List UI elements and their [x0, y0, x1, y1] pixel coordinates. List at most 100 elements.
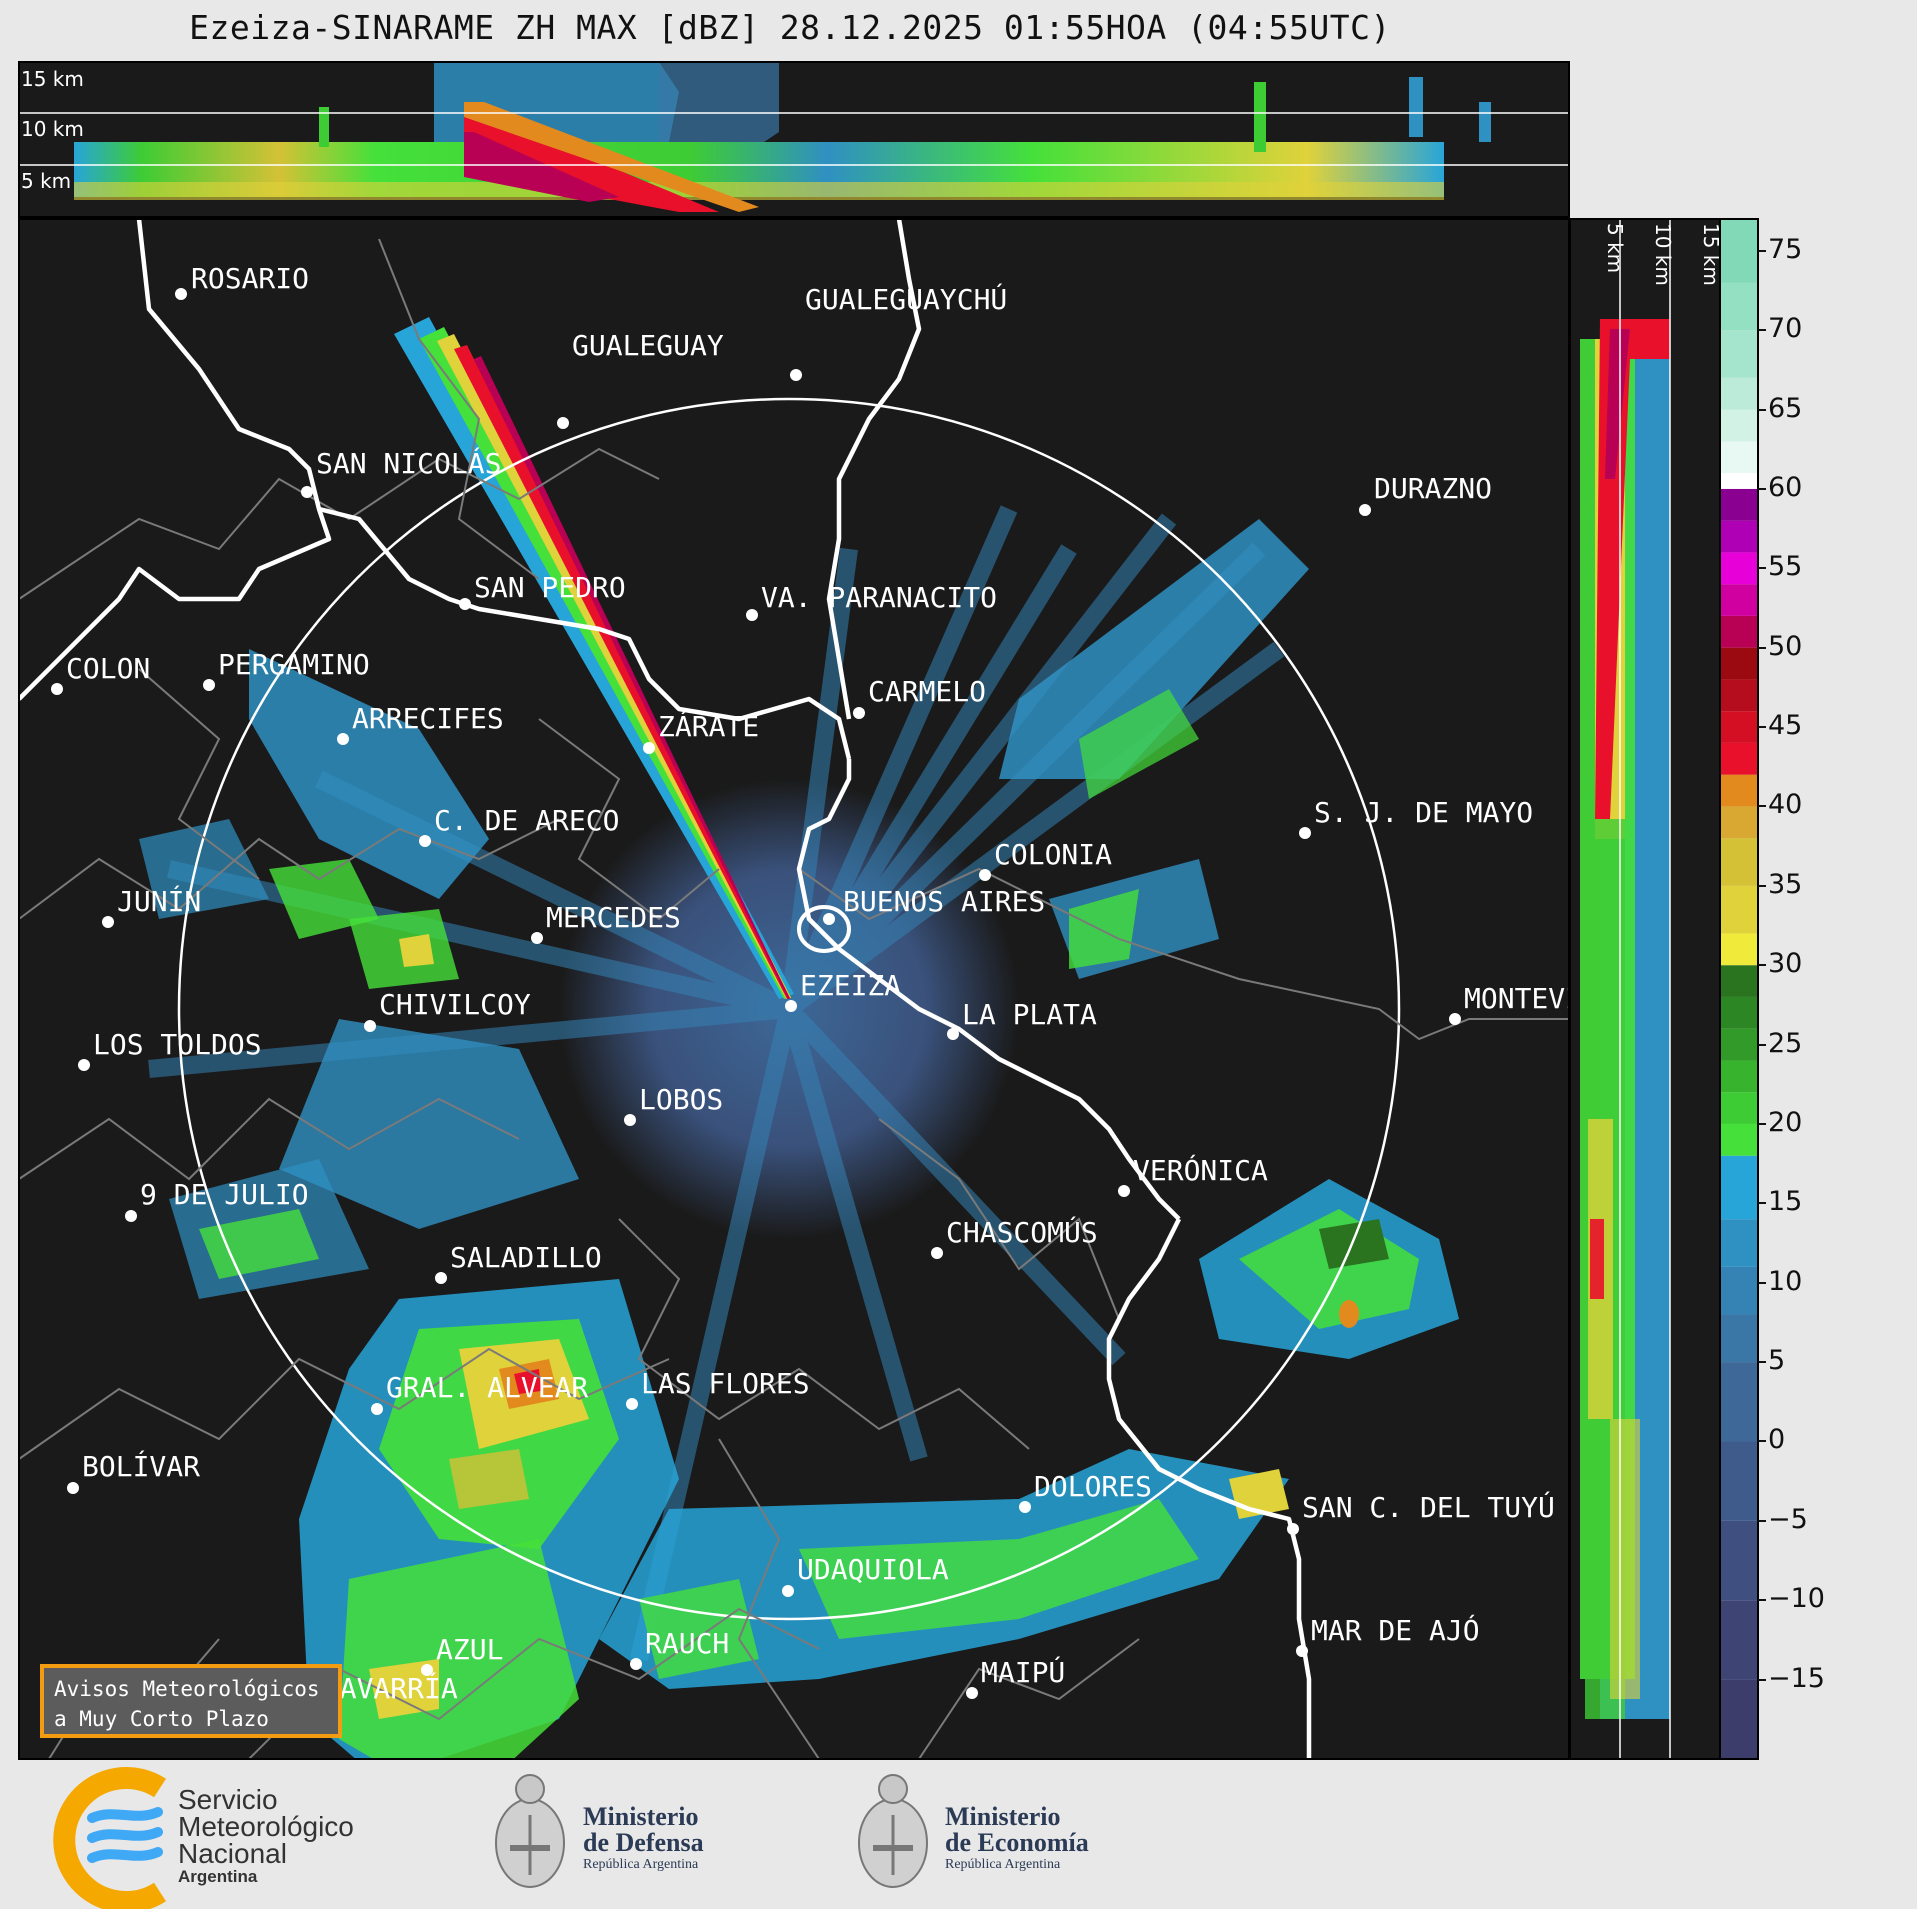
colorbar-band-4	[1720, 1362, 1758, 1442]
city-label-arrecifes: ARRECIFES	[352, 702, 504, 735]
colorbar-tick-label: 70	[1768, 313, 1803, 345]
city-dot-durazno	[1359, 504, 1371, 516]
city-label-maipu: MAIPÚ	[981, 1655, 1065, 1689]
colorbar-tick-label: 60	[1768, 471, 1803, 503]
top-height-label-10km: 10 km	[21, 117, 84, 141]
city-label-udaquiola: UDAQUIOLA	[797, 1553, 949, 1586]
colorbar-band-16	[1720, 885, 1758, 934]
colorbar-band-35	[1720, 219, 1758, 283]
radar-map-panel[interactable]: ROSARIO GUALEGUAYCHÚ GUALEGUAY SAN NICOL…	[19, 219, 1569, 1759]
city-dot-bolivar	[67, 1482, 79, 1494]
city-dot-colon	[51, 683, 63, 695]
colorbar-band-28	[1720, 488, 1758, 521]
colorbar-tick-mark	[1758, 1361, 1766, 1364]
city-dot-mercedes	[531, 932, 543, 944]
colorbar-tick-label: 75	[1768, 233, 1803, 265]
city-label-colon: COLON	[66, 652, 150, 685]
colorbar-band-10	[1720, 1092, 1758, 1124]
top-height-label-15km: 15 km	[21, 67, 84, 91]
city-label-chascomus: CHASCOMÚS	[946, 1215, 1098, 1249]
city-dot-montevideo	[1449, 1013, 1461, 1025]
colorbar-tick-label: 65	[1768, 392, 1803, 424]
city-label-lobos: LOBOS	[639, 1083, 723, 1116]
city-label-gualeguay: GUALEGUAY	[572, 329, 724, 362]
city-dot-pergamino	[203, 679, 215, 691]
city-dot-la-plata	[947, 1028, 959, 1040]
colorbar-tick-mark	[1758, 1281, 1766, 1284]
colorbar-tick-label: −5	[1768, 1503, 1808, 1535]
colorbar-band-20	[1720, 742, 1758, 775]
colorbar-tick-mark	[1758, 1122, 1766, 1125]
top-height-label-5km: 5 km	[21, 169, 71, 193]
radar-map-svg: ROSARIO GUALEGUAYCHÚ GUALEGUAY SAN NICOL…	[19, 219, 1569, 1759]
city-label-colonia: COLONIA	[994, 838, 1112, 871]
colorbar-band-26	[1720, 552, 1758, 585]
city-label-montevideo: MONTEVIDEO	[1464, 982, 1569, 1015]
city-dot-san-nicolas	[301, 486, 313, 498]
city-dot-9-de-julio	[125, 1210, 137, 1222]
city-dot-rosario	[175, 288, 187, 300]
colorbar-band-22	[1720, 679, 1758, 712]
colorbar-band-8	[1720, 1155, 1758, 1220]
city-dot-udaquiola	[782, 1585, 794, 1597]
city-dot-lobos	[624, 1114, 636, 1126]
colorbar-band-32	[1720, 377, 1758, 410]
city-label-pergamino: PERGAMINO	[218, 648, 370, 681]
colorbar-tick-mark	[1758, 805, 1766, 808]
colorbar-tick-mark	[1758, 1599, 1766, 1602]
city-dot-las-flores	[626, 1398, 638, 1410]
colorbar-band-11	[1720, 1060, 1758, 1093]
colorbar-band-3	[1720, 1441, 1758, 1521]
city-dot-gral-alvear	[371, 1403, 383, 1415]
defensa-line-3: República Argentina	[583, 1857, 699, 1872]
city-dot-maipu	[966, 1687, 978, 1699]
city-label-buenos-aires: BUENOS AIRES	[843, 885, 1045, 918]
city-dot-san-pedro	[459, 598, 471, 610]
city-dot-los-toldos	[78, 1059, 90, 1071]
city-label-rauch: RAUCH	[645, 1627, 729, 1660]
city-label-durazno: DURAZNO	[1374, 472, 1492, 505]
echo-cluster-southwest	[299, 1279, 679, 1759]
colorbar-tick-label: −10	[1768, 1583, 1825, 1615]
echo-cluster-northeast	[999, 519, 1309, 979]
colorbar-band-9	[1720, 1123, 1758, 1156]
colorbar-tick-label: 45	[1768, 710, 1803, 742]
city-dot-chascomus	[931, 1247, 943, 1259]
colorbar-band-33	[1720, 330, 1758, 378]
colorbar-tick-label: 55	[1768, 551, 1803, 583]
top-cross-section-panel: 15 km 10 km 5 km	[19, 62, 1569, 217]
city-label-chivilcoy: CHIVILCOY	[379, 988, 531, 1021]
colorbar-band-24	[1720, 615, 1758, 648]
colorbar-band-19	[1720, 774, 1758, 807]
city-label-zarate: ZÁRATE	[658, 709, 759, 743]
colorbar-tick-label: 5	[1768, 1345, 1786, 1377]
city-label-gualeguaychu: GUALEGUAYCHÚ	[805, 282, 1007, 316]
colorbar-band-34	[1720, 282, 1758, 331]
city-label-c-de-areco: C. DE ARECO	[434, 804, 619, 837]
colorbar-tick-label: −15	[1768, 1662, 1825, 1694]
colorbar-tick-mark	[1758, 249, 1766, 252]
city-label-las-flores: LAS FLORES	[641, 1367, 810, 1400]
colorbar-band-30	[1720, 441, 1758, 474]
smn-line-4: Argentina	[178, 1867, 258, 1886]
colorbar-band-0	[1720, 1679, 1758, 1759]
top-cross-section-svg: 15 km 10 km 5 km	[19, 62, 1569, 212]
city-dot-buenos-aires	[823, 913, 835, 925]
colorbar-tick-mark	[1758, 884, 1766, 887]
city-label-mar-de-ajo: MAR DE AJÓ	[1311, 1613, 1480, 1647]
city-label-los-toldos: LOS TOLDOS	[93, 1028, 262, 1061]
alert-box[interactable]: Avisos Meteorológicos a Muy Corto Plazo	[40, 1664, 342, 1738]
colorbar-tick-mark	[1758, 964, 1766, 967]
colorbar-band-7	[1720, 1219, 1758, 1267]
colorbar-tick-label: 40	[1768, 789, 1803, 821]
side-height-label-10km: 10 km	[1651, 223, 1675, 286]
city-dot-va-paranacito	[746, 609, 758, 621]
city-label-rosario: ROSARIO	[191, 262, 309, 295]
caba-outline	[797, 905, 851, 953]
economia-line-2: de Economía	[945, 1828, 1089, 1857]
colorbar-tick-mark	[1758, 1519, 1766, 1522]
colorbar-tick-mark	[1758, 329, 1766, 332]
city-dot-san-c-del-tuyu	[1287, 1523, 1299, 1535]
colorbar-tick-label: 25	[1768, 1027, 1803, 1059]
colorbar-band-23	[1720, 647, 1758, 680]
